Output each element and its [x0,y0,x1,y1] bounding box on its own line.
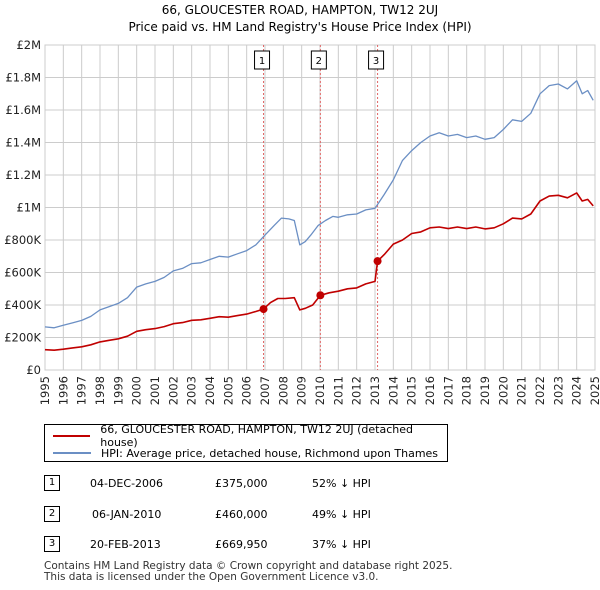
x-tick-label: 2021 [515,376,529,405]
y-tick-label: £600K [4,266,41,280]
x-tick-label: 2011 [331,376,345,405]
transaction-date: 04-DEC-2006 [90,477,164,490]
sale-marker-box [310,50,327,70]
x-tick-label: 2022 [533,376,547,405]
x-tick-label: 2009 [295,376,309,405]
y-axis-ticks: £0 £200K £400K £600K £800K £1M £1.2M £1.4M £1.6M… [4,38,41,377]
y-tick-label: £1M [16,201,41,215]
x-tick-label: 2005 [221,376,235,405]
sale-point [259,305,268,314]
x-tick-label: 2010 [313,376,327,405]
x-tick-label: 2007 [258,376,272,405]
y-tick-label: £1.2M [5,168,41,182]
transaction-price: £460,000 [215,508,268,521]
x-tick-label: 2008 [276,376,290,405]
sale-marker-number: 2 [316,56,322,67]
transaction-hpi: 49% ↓ HPI [312,508,371,521]
x-tick-label: 2014 [386,376,400,405]
legend-item-hpi: HPI: Average price, detached house, Rich… [53,445,438,461]
sale-point [373,257,382,266]
y-tick-label: £1.6M [5,103,41,117]
hpi-line [44,80,594,329]
x-tick-label: 1996 [56,376,70,405]
table-row: 3 20-FEB-2013 £669,950 37% ↓ HPI [0,535,600,553]
x-tick-label: 2001 [148,376,162,405]
x-tick-label: 2024 [570,376,584,405]
legend-label-hpi: HPI: Average price, detached house, Rich… [101,446,439,460]
x-tick-label: 2018 [460,376,474,405]
price-chart: 66, GLOUCESTER ROAD, HAMPTON, TW12 2UJ P… [4,3,600,405]
transaction-date: 20-FEB-2013 [90,538,161,551]
transaction-number: 1 [44,475,60,491]
chart-subtitle: Price paid vs. HM Land Registry's House … [128,20,471,34]
x-tick-label: 1999 [111,376,125,405]
x-axis-ticks: 1995 1996 1997 1998 1999 2000 2001 2002 2003 2004… [38,376,600,405]
sale-marker-number: 1 [259,56,265,67]
property-price-line [44,192,594,351]
transaction-number: 2 [44,506,60,522]
x-tick-label: 2004 [203,376,217,405]
transaction-hpi: 37% ↓ HPI [312,538,371,551]
x-tick-label: 2000 [130,376,144,405]
x-tick-label: 2006 [240,376,254,405]
x-tick-label: 2025 [588,376,600,405]
sale-marker-box [254,50,271,70]
y-tick-label: £2M [16,38,41,52]
x-tick-label: 2017 [441,376,455,405]
x-tick-label: 2019 [478,376,492,405]
sale-markers: 1 2 3 [254,45,385,370]
chart-legend: 66, GLOUCESTER ROAD, HAMPTON, TW12 2UJ (… [44,423,448,462]
sale-point [316,291,325,300]
y-tick-label: £1.4M [5,136,41,150]
table-row: 2 06-JAN-2010 £460,000 49% ↓ HPI [0,505,600,523]
footer: Contains HM Land Registry data © Crown c… [44,561,452,583]
x-tick-label: 1997 [75,376,89,405]
x-tick-label: 2013 [368,376,382,405]
x-tick-label: 2023 [551,376,565,405]
x-tick-label: 2012 [350,376,364,405]
transaction-date: 06-JAN-2010 [92,508,162,521]
sale-marker-box [368,50,385,70]
transaction-number: 3 [44,536,60,552]
chart-title: 66, GLOUCESTER ROAD, HAMPTON, TW12 2UJ [162,3,438,17]
x-tick-label: 2020 [496,376,510,405]
x-tick-label: 1998 [93,376,107,405]
x-tick-label: 2015 [405,376,419,405]
x-tick-label: 2002 [166,376,180,405]
x-tick-label: 2003 [185,376,199,405]
footer-copyright: Contains HM Land Registry data © Crown c… [44,560,453,572]
y-tick-label: £200K [4,331,41,345]
footer-license: This data is licensed under the Open Gov… [44,571,379,583]
y-tick-label: £1.8M [5,71,41,85]
x-tick-label: 2016 [423,376,437,405]
transaction-price: £375,000 [215,477,268,490]
y-tick-label: £800K [4,233,41,247]
sale-marker-number: 3 [373,56,379,67]
y-tick-label: £0 [26,363,41,377]
legend-label-property: 66, GLOUCESTER ROAD, HAMPTON, TW12 2UJ (… [100,423,413,449]
legend-item-property: 66, GLOUCESTER ROAD, HAMPTON, TW12 2UJ (… [53,423,447,449]
x-tick-label: 1995 [38,376,52,405]
y-tick-label: £400K [4,298,41,312]
table-row: 1 04-DEC-2006 £375,000 52% ↓ HPI [0,474,600,492]
legend-swatch-property [53,435,91,437]
transaction-price: £669,950 [215,538,268,551]
legend-swatch-hpi [53,452,91,454]
transaction-hpi: 52% ↓ HPI [312,477,371,490]
chart-series [44,80,594,351]
